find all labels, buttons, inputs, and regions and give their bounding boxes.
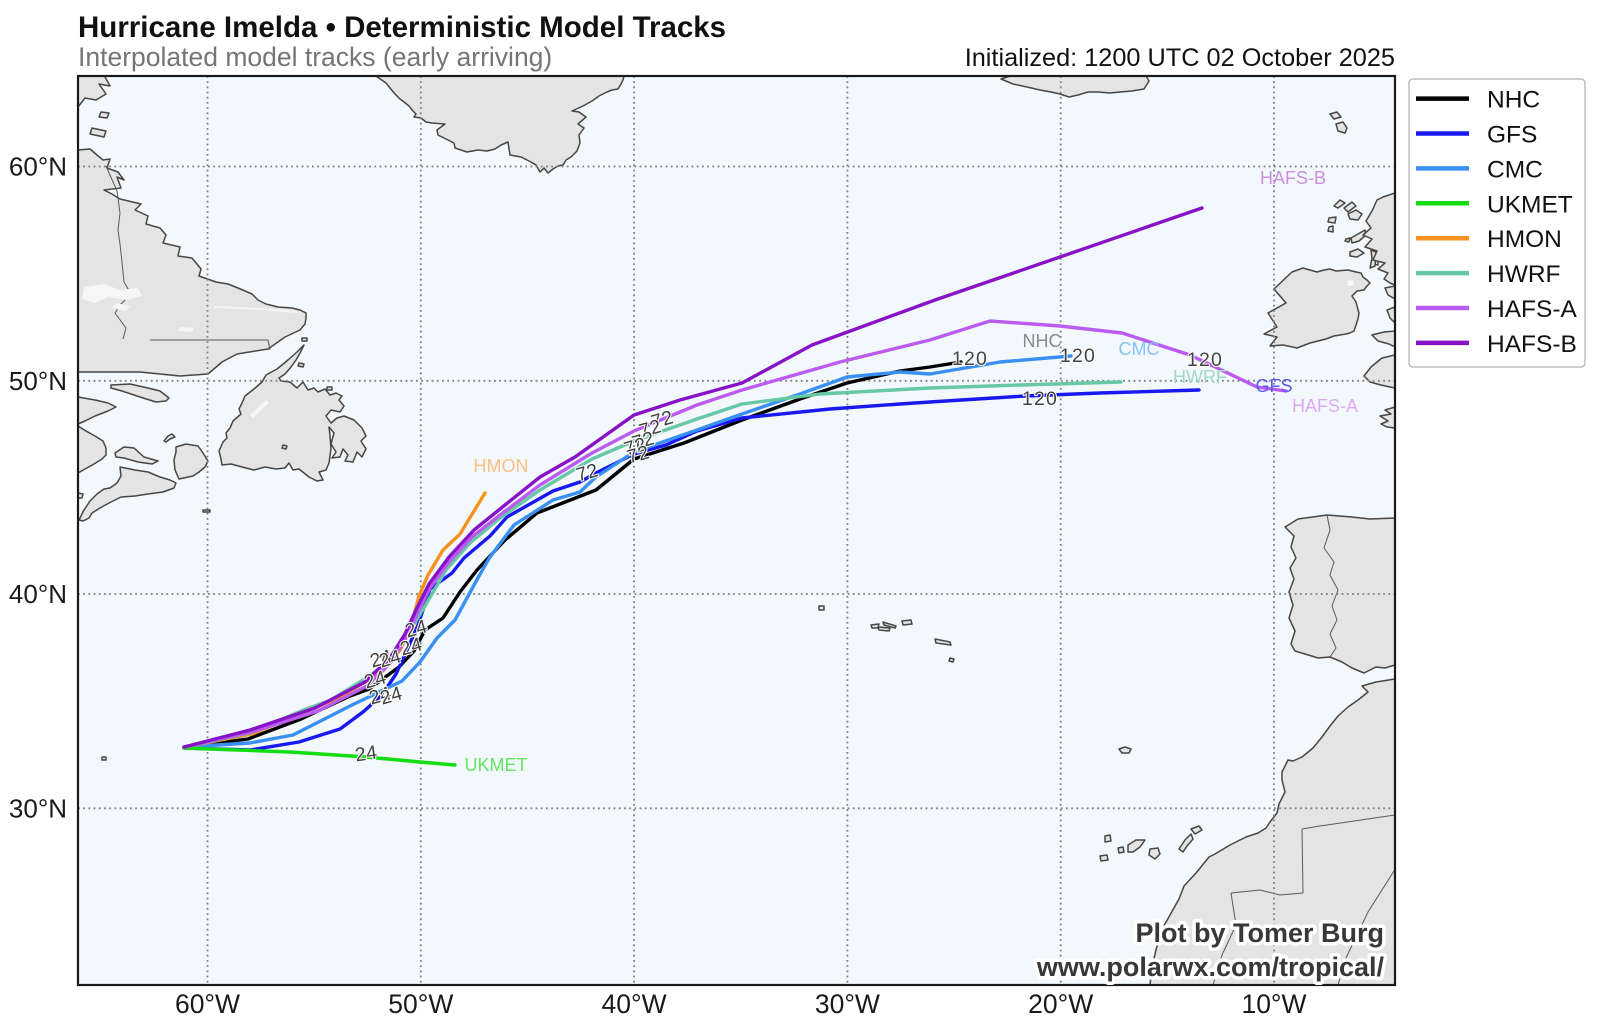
svg-text:GFS: GFS	[1487, 122, 1537, 149]
svg-text:NHC: NHC	[1023, 331, 1062, 351]
svg-text:UKMET: UKMET	[1487, 191, 1573, 218]
svg-text:120: 120	[1060, 345, 1096, 367]
svg-text:HMON: HMON	[474, 456, 529, 476]
svg-text:120: 120	[952, 348, 988, 370]
svg-text:HWRF: HWRF	[1173, 367, 1227, 387]
svg-text:30°N: 30°N	[9, 793, 67, 823]
svg-text:60°W: 60°W	[175, 989, 240, 1019]
svg-text:HAFS-B: HAFS-B	[1260, 168, 1326, 188]
svg-text:Interpolated model tracks (ear: Interpolated model tracks (early arrivin…	[78, 42, 552, 72]
svg-text:CMC: CMC	[1487, 156, 1543, 183]
svg-text:24: 24	[354, 742, 379, 767]
svg-text:20°W: 20°W	[1028, 989, 1093, 1019]
svg-text:Plot by Tomer Burg: Plot by Tomer Burg	[1135, 918, 1384, 948]
svg-text:50°W: 50°W	[388, 989, 453, 1019]
svg-text:GFS: GFS	[1255, 376, 1292, 396]
svg-text:CMC: CMC	[1119, 339, 1160, 359]
svg-text:HAFS-B: HAFS-B	[1487, 331, 1577, 358]
svg-text:120: 120	[1022, 388, 1058, 410]
svg-text:30°W: 30°W	[815, 989, 880, 1019]
svg-text:40°W: 40°W	[602, 989, 667, 1019]
svg-text:50°N: 50°N	[9, 366, 67, 396]
svg-text:HMON: HMON	[1487, 226, 1562, 253]
svg-text:HWRF: HWRF	[1487, 261, 1560, 288]
svg-text:UKMET: UKMET	[465, 755, 528, 775]
svg-text:NHC: NHC	[1487, 87, 1540, 114]
svg-text:www.polarwx.com/tropical/: www.polarwx.com/tropical/	[1036, 952, 1385, 982]
svg-text:HAFS-A: HAFS-A	[1292, 396, 1358, 416]
svg-text:120: 120	[1187, 349, 1223, 371]
svg-text:10°W: 10°W	[1241, 989, 1306, 1019]
svg-text:Initialized: 1200 UTC 02 Octob: Initialized: 1200 UTC 02 October 2025	[965, 44, 1395, 72]
svg-text:60°N: 60°N	[9, 152, 67, 182]
svg-text:HAFS-A: HAFS-A	[1487, 296, 1578, 323]
svg-text:40°N: 40°N	[9, 579, 67, 609]
svg-text:Hurricane Imelda • Determinist: Hurricane Imelda • Deterministic Model T…	[78, 11, 726, 44]
